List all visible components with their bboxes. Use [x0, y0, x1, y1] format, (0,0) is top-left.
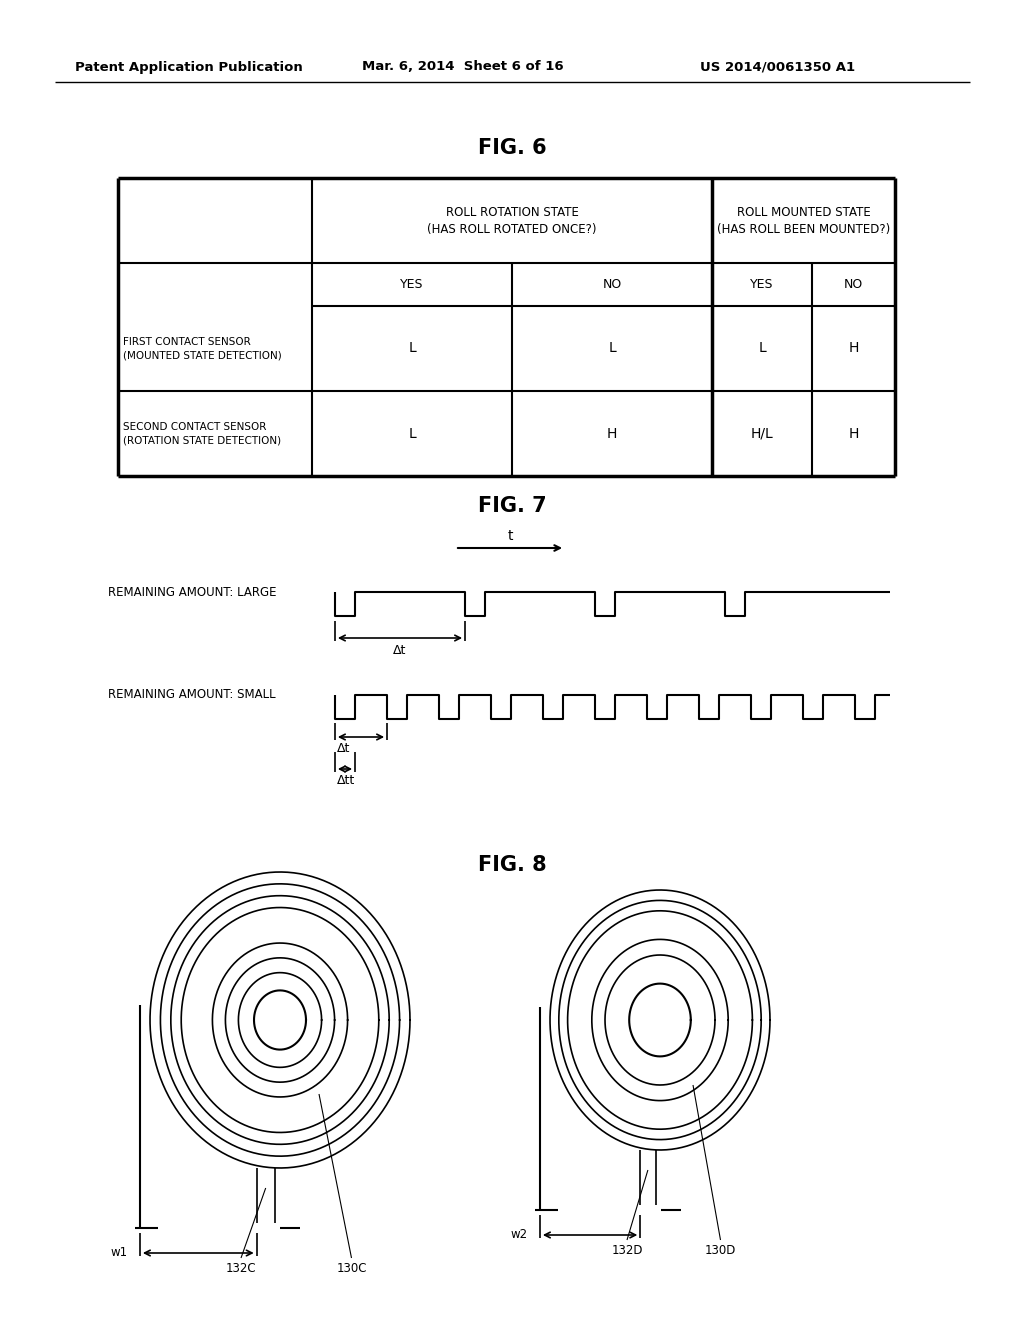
Text: H/L: H/L — [751, 426, 773, 441]
Text: L: L — [409, 342, 416, 355]
Text: YES: YES — [751, 279, 774, 290]
Text: 132D: 132D — [611, 1243, 643, 1257]
Text: Δt: Δt — [337, 742, 350, 755]
Text: Δtt: Δtt — [337, 775, 355, 788]
Text: Mar. 6, 2014  Sheet 6 of 16: Mar. 6, 2014 Sheet 6 of 16 — [362, 61, 563, 74]
Text: w1: w1 — [111, 1246, 128, 1259]
Text: FIG. 8: FIG. 8 — [477, 855, 547, 875]
Text: REMAINING AMOUNT: LARGE: REMAINING AMOUNT: LARGE — [108, 586, 276, 598]
Text: FIG. 6: FIG. 6 — [477, 139, 547, 158]
Text: w2: w2 — [511, 1229, 528, 1242]
Text: US 2014/0061350 A1: US 2014/0061350 A1 — [700, 61, 855, 74]
Text: L: L — [608, 342, 615, 355]
Text: Δt: Δt — [393, 644, 407, 657]
Text: Patent Application Publication: Patent Application Publication — [75, 61, 303, 74]
Text: NO: NO — [844, 279, 863, 290]
Text: L: L — [758, 342, 766, 355]
Text: 130C: 130C — [336, 1262, 367, 1275]
Text: ROLL ROTATION STATE
(HAS ROLL ROTATED ONCE?): ROLL ROTATION STATE (HAS ROLL ROTATED ON… — [427, 206, 597, 235]
Text: REMAINING AMOUNT: SMALL: REMAINING AMOUNT: SMALL — [108, 689, 275, 701]
Text: NO: NO — [602, 279, 622, 290]
Text: 130D: 130D — [705, 1243, 736, 1257]
Text: SECOND CONTACT SENSOR
(ROTATION STATE DETECTION): SECOND CONTACT SENSOR (ROTATION STATE DE… — [123, 422, 282, 445]
Text: H: H — [848, 342, 859, 355]
Text: L: L — [409, 426, 416, 441]
Text: 132C: 132C — [225, 1262, 256, 1275]
Text: H: H — [848, 426, 859, 441]
Text: FIRST CONTACT SENSOR
(MOUNTED STATE DETECTION): FIRST CONTACT SENSOR (MOUNTED STATE DETE… — [123, 337, 282, 360]
Text: FIG. 7: FIG. 7 — [477, 496, 547, 516]
Text: YES: YES — [400, 279, 424, 290]
Text: t: t — [507, 529, 513, 543]
Text: ROLL MOUNTED STATE
(HAS ROLL BEEN MOUNTED?): ROLL MOUNTED STATE (HAS ROLL BEEN MOUNTE… — [717, 206, 890, 235]
Text: H: H — [607, 426, 617, 441]
